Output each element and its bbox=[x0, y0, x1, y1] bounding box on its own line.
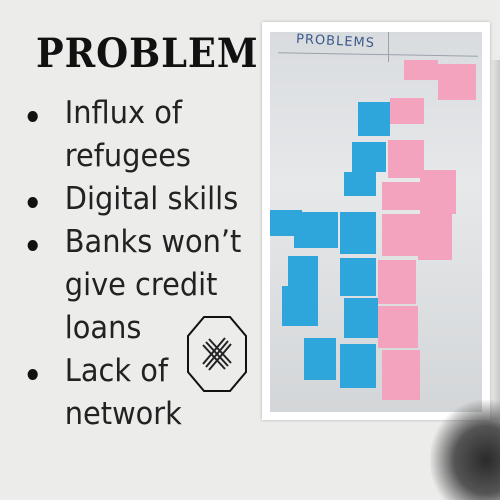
sticky-note-pink bbox=[438, 64, 476, 100]
whiteboard-photo: PROBLEMS bbox=[270, 32, 482, 412]
sticky-note-pink bbox=[390, 98, 424, 124]
sticky-note-blue bbox=[304, 338, 336, 380]
board-line bbox=[278, 52, 478, 57]
slide-title: PROBLEM bbox=[36, 30, 259, 77]
sticky-note-pink bbox=[378, 260, 416, 304]
bullet-dot bbox=[27, 197, 38, 208]
sticky-note-blue bbox=[344, 172, 376, 196]
sticky-note-blue bbox=[344, 298, 378, 338]
sticky-note-blue bbox=[340, 258, 376, 296]
sticky-note-blue bbox=[282, 286, 318, 326]
bullet-list: Influx of refugees Digital skills Banks … bbox=[22, 92, 262, 436]
sticky-note-blue bbox=[288, 256, 318, 286]
board-divider bbox=[388, 32, 389, 62]
sticky-note-pink bbox=[418, 214, 452, 260]
bullet-item: Lack of network bbox=[22, 350, 245, 436]
sticky-note-pink bbox=[382, 350, 420, 400]
bullet-item: Digital skills bbox=[22, 178, 245, 221]
sticky-note-pink bbox=[404, 60, 438, 80]
board-heading: PROBLEMS bbox=[295, 32, 376, 52]
sticky-note-pink bbox=[388, 140, 424, 178]
sticky-note-blue bbox=[340, 344, 376, 388]
bullet-text: Banks won’t give credit loans bbox=[64, 224, 242, 346]
sticky-note-blue bbox=[358, 102, 390, 136]
photo-edge-shadow bbox=[490, 60, 500, 420]
cross-out-icon bbox=[187, 316, 247, 392]
bullet-dot bbox=[27, 369, 38, 380]
bullet-dot bbox=[27, 240, 38, 251]
sticky-note-blue bbox=[352, 142, 386, 172]
bullet-text: Influx of refugees bbox=[64, 95, 191, 174]
sticky-note-pink bbox=[378, 306, 418, 348]
corner-shadow bbox=[430, 400, 500, 500]
bullet-text: Digital skills bbox=[64, 181, 239, 217]
bullet-item: Influx of refugees bbox=[22, 92, 245, 178]
bullet-text: Lack of network bbox=[64, 353, 182, 432]
sticky-note-pink bbox=[382, 182, 420, 210]
sticky-note-blue bbox=[340, 212, 376, 254]
sticky-note-pink bbox=[382, 214, 418, 256]
sticky-note-pink bbox=[420, 170, 456, 214]
sticky-note-blue bbox=[294, 212, 338, 248]
bullet-dot bbox=[27, 111, 38, 122]
bullet-item: Banks won’t give credit loans bbox=[22, 221, 245, 350]
